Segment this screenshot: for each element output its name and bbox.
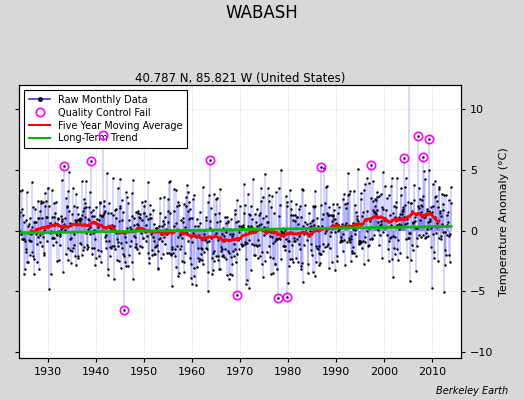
Text: Berkeley Earth: Berkeley Earth xyxy=(436,386,508,396)
Text: WABASH: WABASH xyxy=(226,4,298,22)
Legend: Raw Monthly Data, Quality Control Fail, Five Year Moving Average, Long-Term Tren: Raw Monthly Data, Quality Control Fail, … xyxy=(24,90,188,148)
Y-axis label: Temperature Anomaly (°C): Temperature Anomaly (°C) xyxy=(499,147,509,296)
Title: 40.787 N, 85.821 W (United States): 40.787 N, 85.821 W (United States) xyxy=(135,72,345,85)
